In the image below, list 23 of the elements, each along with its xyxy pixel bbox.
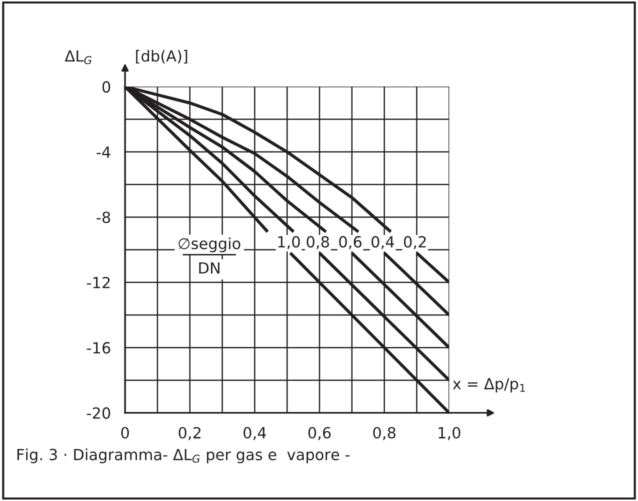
x-tick-label: 1,0	[438, 426, 460, 440]
annotation: ∅seggio	[178, 237, 240, 252]
x-tick-label: 0,6	[308, 426, 331, 440]
y-tick-label: -8	[96, 212, 110, 224]
text: [db(A)]	[136, 50, 188, 64]
x-axis-title: x = Δp/p$_{1}$	[452, 378, 525, 392]
series-label: 0,4	[372, 236, 394, 250]
caption: Fig. 3 · Diagramma- ΔL$_{G}$ per gas e vapore -	[17, 448, 350, 464]
y-tick-label: -4	[96, 146, 110, 158]
series-label: 0,2	[404, 236, 426, 250]
annotation: DN	[199, 262, 220, 274]
x-tick-label: 0	[121, 426, 129, 439]
series-label: 0,8	[306, 236, 329, 250]
y-tick-label: -16	[86, 342, 110, 354]
y-axis-title: ΔL$_{G}$	[64, 50, 92, 64]
x-tick-label: 0,4	[244, 426, 266, 440]
y-tick-label: -12	[86, 276, 110, 288]
series-label: 0,6	[339, 236, 362, 250]
x-tick-label: 0,2	[178, 426, 200, 440]
y-tick-label: -20	[86, 407, 110, 419]
x-tick-label: 0,8	[373, 426, 396, 440]
series-label: 1,0	[278, 236, 300, 250]
y-tick-label: 0	[102, 81, 110, 93]
